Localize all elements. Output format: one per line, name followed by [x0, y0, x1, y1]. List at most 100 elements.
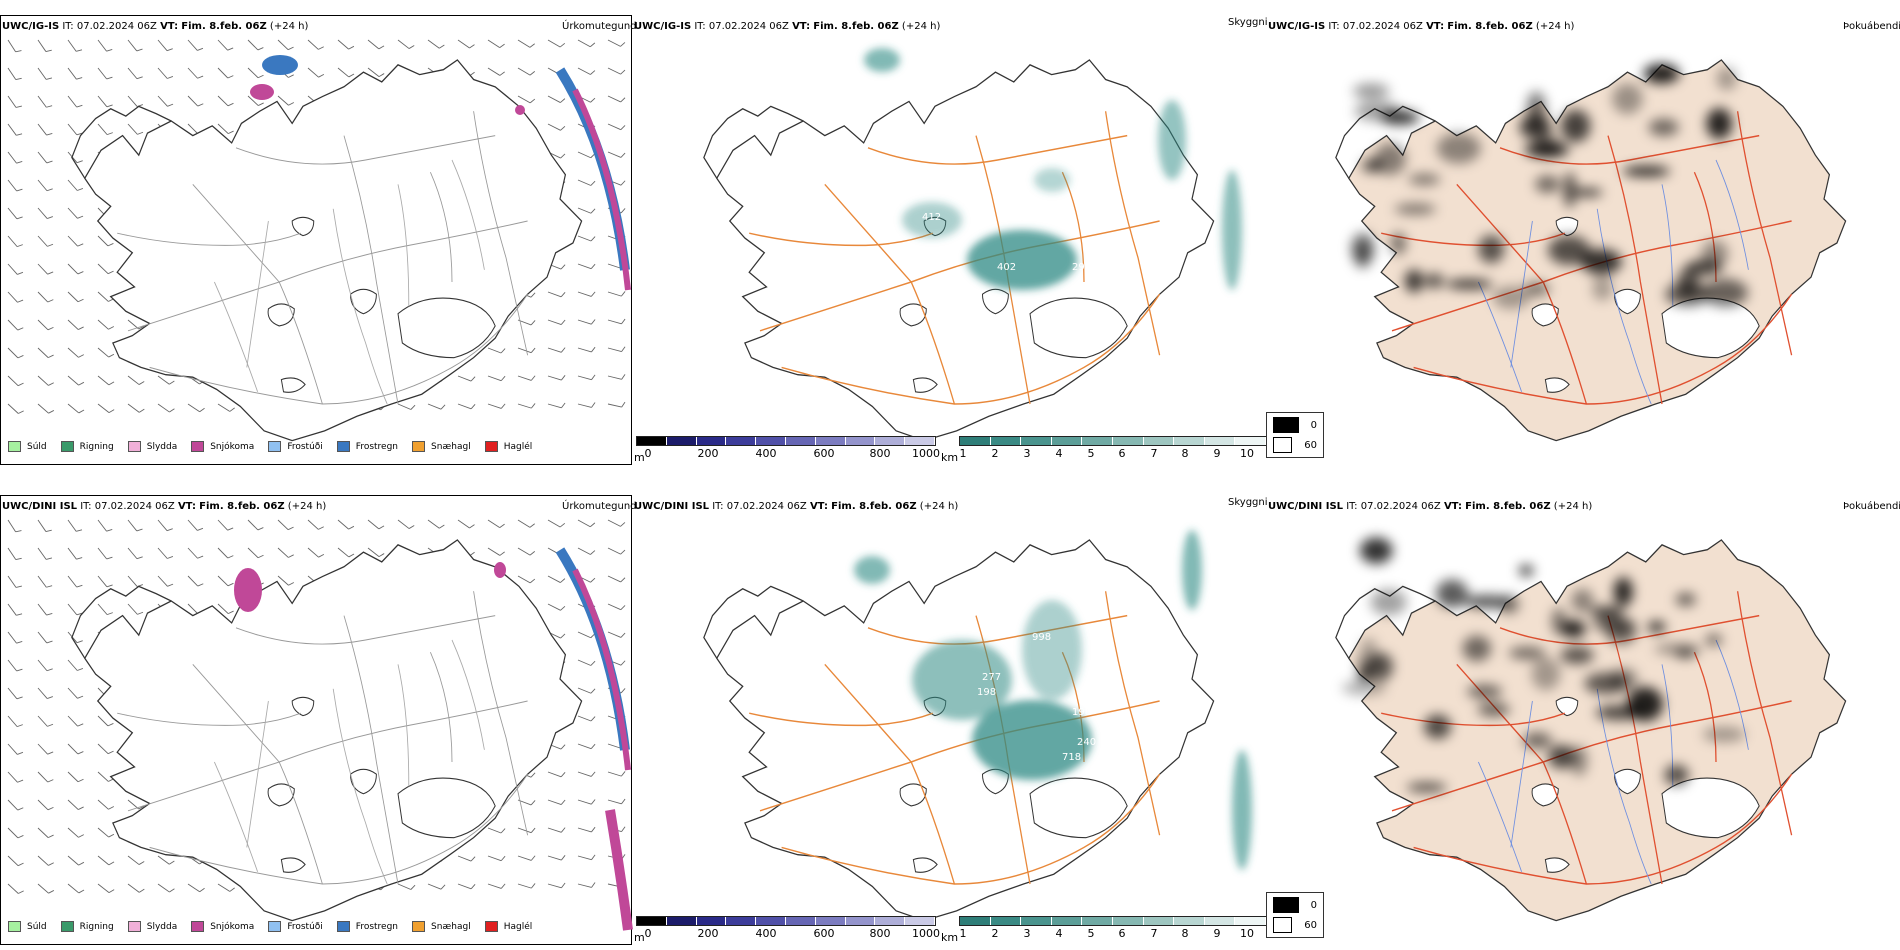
panel-type: Skyggni	[1228, 17, 1268, 28]
panel-type: Skyggni	[1228, 497, 1268, 508]
model-name: UWC/IG-IS	[2, 21, 60, 32]
legend-item-snow-pellets: Snæhagl	[412, 921, 471, 932]
model-name: UWC/DINI ISL	[1268, 501, 1344, 512]
panel-title: UWC/DINI ISL IT: 07.02.2024 06Z VT: Fim.…	[1268, 501, 1592, 512]
low-visibility-areas	[864, 48, 1242, 290]
valid-time: Fim. 8.feb. 06Z	[813, 21, 899, 32]
panel-title: UWC/DINI ISL IT: 07.02.2024 06Z VT: Fim.…	[634, 501, 958, 512]
legend-item-rain: Rigning	[60, 921, 114, 932]
iceland-landmass	[71, 59, 583, 442]
visibility-colorbar: 1 2 3 4 5 6 7 8 9 10	[959, 436, 1267, 460]
cloud-base-label: 402	[997, 262, 1016, 273]
cloud-base-label: 718	[1062, 752, 1081, 763]
cloud-base-label: 998	[1032, 632, 1051, 643]
valid-label: VT:	[160, 21, 179, 32]
legend-item-freezing-rain: Frostregn	[336, 441, 398, 452]
precip-legend: Súld Rigning Slydda Snjókoma Frostúði Fr…	[8, 441, 546, 452]
model-name: UWC/DINI ISL	[634, 501, 710, 512]
precip-map	[7, 519, 633, 931]
cloud-base-colorbar: 0 200 400 600 800 1000	[636, 916, 940, 940]
iceland-landmass	[703, 59, 1215, 442]
precip-type-panel	[0, 15, 632, 465]
panel-title: UWC/IG-IS IT: 07.02.2024 06Z VT: Fim. 8.…	[634, 21, 940, 32]
fog-map	[1335, 537, 1847, 922]
valid-time: Fim. 8.feb. 06Z	[1465, 501, 1551, 512]
init-time: IT: 07.02.2024 06Z	[712, 501, 807, 512]
visibility-colorbar: 1 2 3 4 5 6 7 8 9 10	[959, 916, 1267, 940]
legend-item-hail: Haglél	[484, 441, 532, 452]
valid-time: Fim. 8.feb. 06Z	[1447, 21, 1533, 32]
visibility-unit: km	[941, 931, 959, 944]
legend-item-drizzle: Súld	[8, 921, 47, 932]
fog-legend: 0 60	[1266, 412, 1324, 458]
snow-areas	[250, 55, 525, 115]
offshore-precip-bands	[555, 67, 631, 291]
legend-item-snow: Snjókoma	[191, 441, 254, 452]
valid-time: Fim. 8.feb. 06Z	[181, 21, 267, 32]
fog-index-field	[1341, 537, 1746, 793]
panel-title: UWC/DINI ISL IT: 07.02.2024 06Z VT: Fim.…	[2, 501, 326, 512]
valid-time: Fim. 8.feb. 06Z	[831, 501, 917, 512]
cloud-base-unit: m	[634, 451, 645, 464]
cloud-base-label: 296	[1072, 262, 1091, 273]
panel-type: Úrkomutegund	[562, 21, 637, 32]
fog-index-field	[1350, 63, 1749, 309]
init-time: IT: 07.02.2024 06Z	[62, 21, 157, 32]
init-time: IT: 07.02.2024 06Z	[694, 21, 789, 32]
visibility-map: 998 277 198 198 240 718 45	[703, 530, 1252, 922]
fog-legend-item: 60	[1273, 437, 1317, 453]
offshore-precip-bands	[555, 547, 633, 931]
legend-item-drizzle: Súld	[8, 441, 47, 452]
valid-label: VT:	[809, 501, 828, 512]
legend-item-snow-pellets: Snæhagl	[412, 441, 471, 452]
lead-time: (+24 h)	[919, 501, 959, 512]
legend-item-hail: Haglél	[484, 921, 532, 932]
snow-areas	[234, 562, 506, 612]
panel-title: UWC/IG-IS IT: 07.02.2024 06Z VT: Fim. 8.…	[2, 21, 308, 32]
legend-item-freezing-rain: Frostregn	[336, 921, 398, 932]
init-time: IT: 07.02.2024 06Z	[1328, 21, 1423, 32]
model-name: UWC/IG-IS	[1268, 21, 1326, 32]
fog-legend-item: 0	[1273, 417, 1317, 433]
fog-legend: 0 60	[1266, 892, 1324, 938]
lead-time: (+24 h)	[901, 21, 941, 32]
precip-legend: Súld Rigning Slydda Snjókoma Frostúði Fr…	[8, 921, 546, 932]
cloud-base-label: 412	[922, 212, 941, 223]
panel-type: Úrkomutegund	[562, 501, 637, 512]
fog-legend-item: 0	[1273, 897, 1317, 913]
visibility-map: 412 277 402 296	[703, 48, 1242, 442]
lead-time: (+24 h)	[269, 21, 309, 32]
low-visibility-areas	[854, 530, 1252, 870]
cloud-base-unit: m	[634, 931, 645, 944]
fog-legend-item: 60	[1273, 917, 1317, 933]
model-name: UWC/IG-IS	[634, 21, 692, 32]
visibility-unit: km	[941, 451, 959, 464]
iceland-landmass	[71, 539, 583, 922]
legend-item-freezing-drizzle: Frostúði	[268, 921, 323, 932]
panel-type: Þokuábendi	[1843, 21, 1900, 32]
panel-type: Þokuábendi	[1843, 501, 1900, 512]
iceland-landmass	[1335, 539, 1847, 922]
legend-item-sleet: Slydda	[127, 441, 177, 452]
legend-item-snow: Snjókoma	[191, 921, 254, 932]
cloud-base-labels: 998 277 198 198 240 718 45	[937, 632, 1096, 763]
legend-item-rain: Rigning	[60, 441, 114, 452]
lead-time: (+24 h)	[1553, 501, 1593, 512]
valid-label: VT:	[177, 501, 196, 512]
cloud-base-label: 45	[937, 727, 950, 738]
row-igis: UWC/IG-IS IT: 07.02.2024 06Z VT: Fim. 8.…	[0, 0, 1900, 470]
cloud-base-label: 277	[897, 247, 916, 258]
init-time: IT: 07.02.2024 06Z	[1346, 501, 1441, 512]
precip-map	[7, 39, 631, 442]
valid-time: Fim. 8.feb. 06Z	[199, 501, 285, 512]
valid-label: VT:	[792, 21, 811, 32]
fog-map	[1335, 59, 1847, 442]
cloud-base-labels: 412 277 402 296	[897, 212, 1091, 273]
legend-item-freezing-drizzle: Frostúði	[268, 441, 323, 452]
valid-label: VT:	[1426, 21, 1445, 32]
cloud-base-colorbar: 0 200 400 600 800 1000	[636, 436, 940, 460]
lead-time: (+24 h)	[287, 501, 327, 512]
valid-label: VT:	[1443, 501, 1462, 512]
cloud-base-label: 240	[1077, 737, 1096, 748]
